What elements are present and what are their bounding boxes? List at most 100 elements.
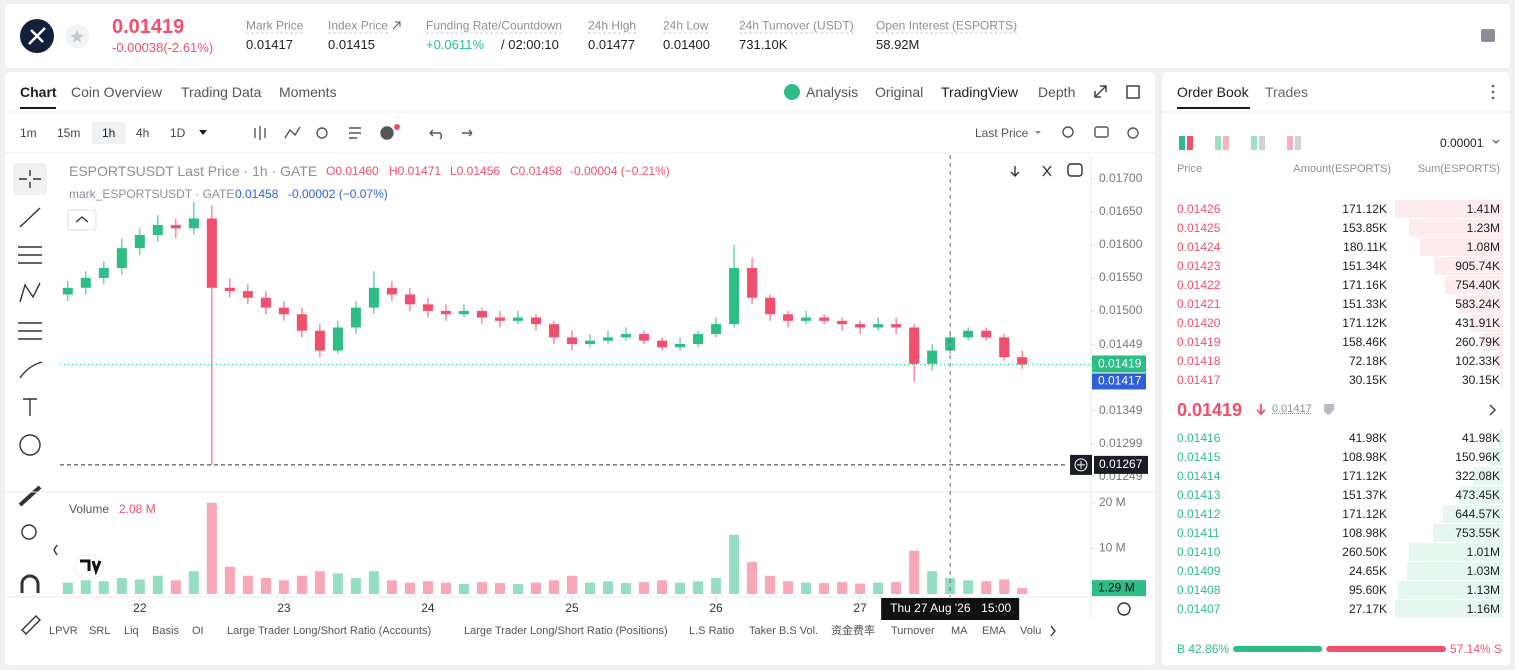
layout-icon[interactable] (1287, 136, 1293, 150)
indicator[interactable]: Volu (1020, 625, 1042, 637)
volume-bar (639, 582, 650, 594)
candle-body (386, 287, 397, 295)
indicator[interactable]: 资金费率 (831, 625, 875, 637)
tab[interactable]: Trades (1265, 84, 1309, 100)
mid-price: 0.01419 (1177, 400, 1243, 420)
candle-body (693, 334, 704, 344)
settings-icon[interactable] (1127, 127, 1139, 139)
indicator[interactable]: Turnover (891, 625, 935, 637)
amount: 171.12K (1342, 469, 1387, 483)
fib-tool[interactable] (18, 246, 42, 264)
interval[interactable]: 15m (57, 126, 81, 140)
candle-body (62, 287, 73, 295)
redo-icon[interactable] (462, 129, 473, 137)
refresh-icon[interactable] (1067, 163, 1083, 177)
dropdown-arrow[interactable] (199, 130, 207, 135)
add-icon[interactable] (380, 126, 394, 140)
indicator-icon[interactable] (284, 126, 301, 139)
zoom-tool[interactable] (21, 524, 37, 540)
scroll-arrow[interactable] (1050, 625, 1056, 637)
lock-tool[interactable] (21, 615, 41, 635)
layout-icon[interactable] (1179, 136, 1185, 150)
tab[interactable]: Trading Data (181, 84, 262, 100)
collapse-legend[interactable] (75, 216, 89, 223)
layout-icon[interactable] (1259, 136, 1265, 150)
interval[interactable]: 1h (102, 126, 116, 140)
indicator[interactable]: Large Trader Long/Short Ratio (Positions… (464, 625, 668, 637)
mark-price-tag (1092, 373, 1146, 390)
view-tab[interactable]: Depth (1038, 84, 1076, 100)
magnet-tool[interactable] (20, 574, 40, 593)
indicator[interactable]: L.S Ratio (689, 625, 735, 637)
volume-bar (603, 581, 614, 594)
layout-icon[interactable] (1187, 136, 1193, 150)
legend-toggle[interactable] (67, 209, 97, 231)
candle-body (981, 330, 992, 338)
price-type[interactable]: Last Price (975, 126, 1029, 140)
indicator[interactable]: OI (192, 625, 204, 637)
dropdown-arrow[interactable] (1035, 131, 1041, 134)
chevron[interactable] (1489, 404, 1497, 416)
volume-bar (350, 578, 361, 594)
emoji-tool[interactable] (19, 434, 41, 456)
ruler-tool[interactable] (18, 485, 42, 507)
precision-arrow[interactable] (1492, 139, 1500, 144)
depth-bar (1407, 562, 1503, 580)
indicator[interactable]: EMA (982, 625, 1006, 637)
view-tab[interactable]: Analysis (806, 84, 859, 100)
layout-icon[interactable] (1251, 136, 1257, 150)
layout-icon[interactable] (1295, 136, 1301, 150)
interval[interactable]: 1m (20, 126, 37, 140)
volume-bar (548, 580, 559, 594)
indicator[interactable]: SRL (89, 625, 111, 637)
tab[interactable]: Coin Overview (71, 84, 163, 100)
volume-bar (206, 502, 217, 594)
legend-ohlc: L0.01456 (450, 164, 501, 178)
indicator[interactable]: Taker B.S Vol. (749, 625, 819, 637)
tab[interactable]: Chart (20, 84, 57, 100)
indicator[interactable]: Basis (152, 625, 179, 637)
volume-bar (837, 582, 848, 594)
depth-bar (1495, 352, 1503, 370)
candles-icon[interactable] (254, 126, 266, 140)
expand-icon[interactable] (1094, 85, 1107, 98)
depth-bar (1420, 238, 1503, 256)
precision[interactable]: 0.00001 (1440, 136, 1484, 150)
tab[interactable]: Order Book (1177, 84, 1249, 100)
projection-tool[interactable] (18, 322, 42, 340)
undo-icon[interactable] (429, 129, 442, 140)
pattern-tool[interactable] (19, 282, 41, 303)
view-tab[interactable]: Original (875, 84, 924, 100)
interval[interactable]: 4h (136, 126, 150, 140)
brush-tool[interactable] (19, 361, 43, 379)
analysis-icon[interactable] (784, 84, 800, 100)
legend-change: -0.00004 (−0.21%) (570, 164, 670, 178)
scroll-down[interactable] (1010, 166, 1020, 177)
text-tool[interactable] (23, 398, 37, 416)
layout-icon[interactable] (1215, 136, 1221, 150)
indicator[interactable]: MA (951, 625, 968, 637)
view-tab[interactable]: TradingView (941, 84, 1019, 100)
layout-icon[interactable] (1223, 136, 1229, 150)
legend-mark-value: 0.01458 (235, 187, 279, 201)
candle-body (891, 324, 902, 328)
settings-icon[interactable] (1117, 602, 1131, 616)
interval[interactable]: 1D (170, 126, 186, 140)
crosshair-tool[interactable] (19, 170, 41, 188)
template-icon[interactable] (349, 127, 361, 139)
camera-icon[interactable] (1094, 126, 1109, 138)
window-icon[interactable] (1126, 85, 1140, 99)
trend-line-tool[interactable] (19, 207, 41, 228)
indicator[interactable]: Large Trader Long/Short Ratio (Accounts) (227, 625, 432, 637)
collapse-icon[interactable] (1042, 165, 1052, 177)
indicator[interactable]: LPVR (49, 625, 78, 637)
sum: 1.23M (1466, 221, 1500, 235)
menu-icon[interactable] (1481, 29, 1495, 42)
indicator[interactable]: Liq (124, 625, 139, 637)
candle-body (566, 337, 577, 344)
collapse-arrow[interactable] (53, 544, 58, 556)
tab[interactable]: Moments (279, 84, 337, 100)
volume-bar (422, 581, 433, 594)
search-icon[interactable] (1062, 126, 1074, 138)
replay-icon[interactable] (316, 127, 328, 139)
